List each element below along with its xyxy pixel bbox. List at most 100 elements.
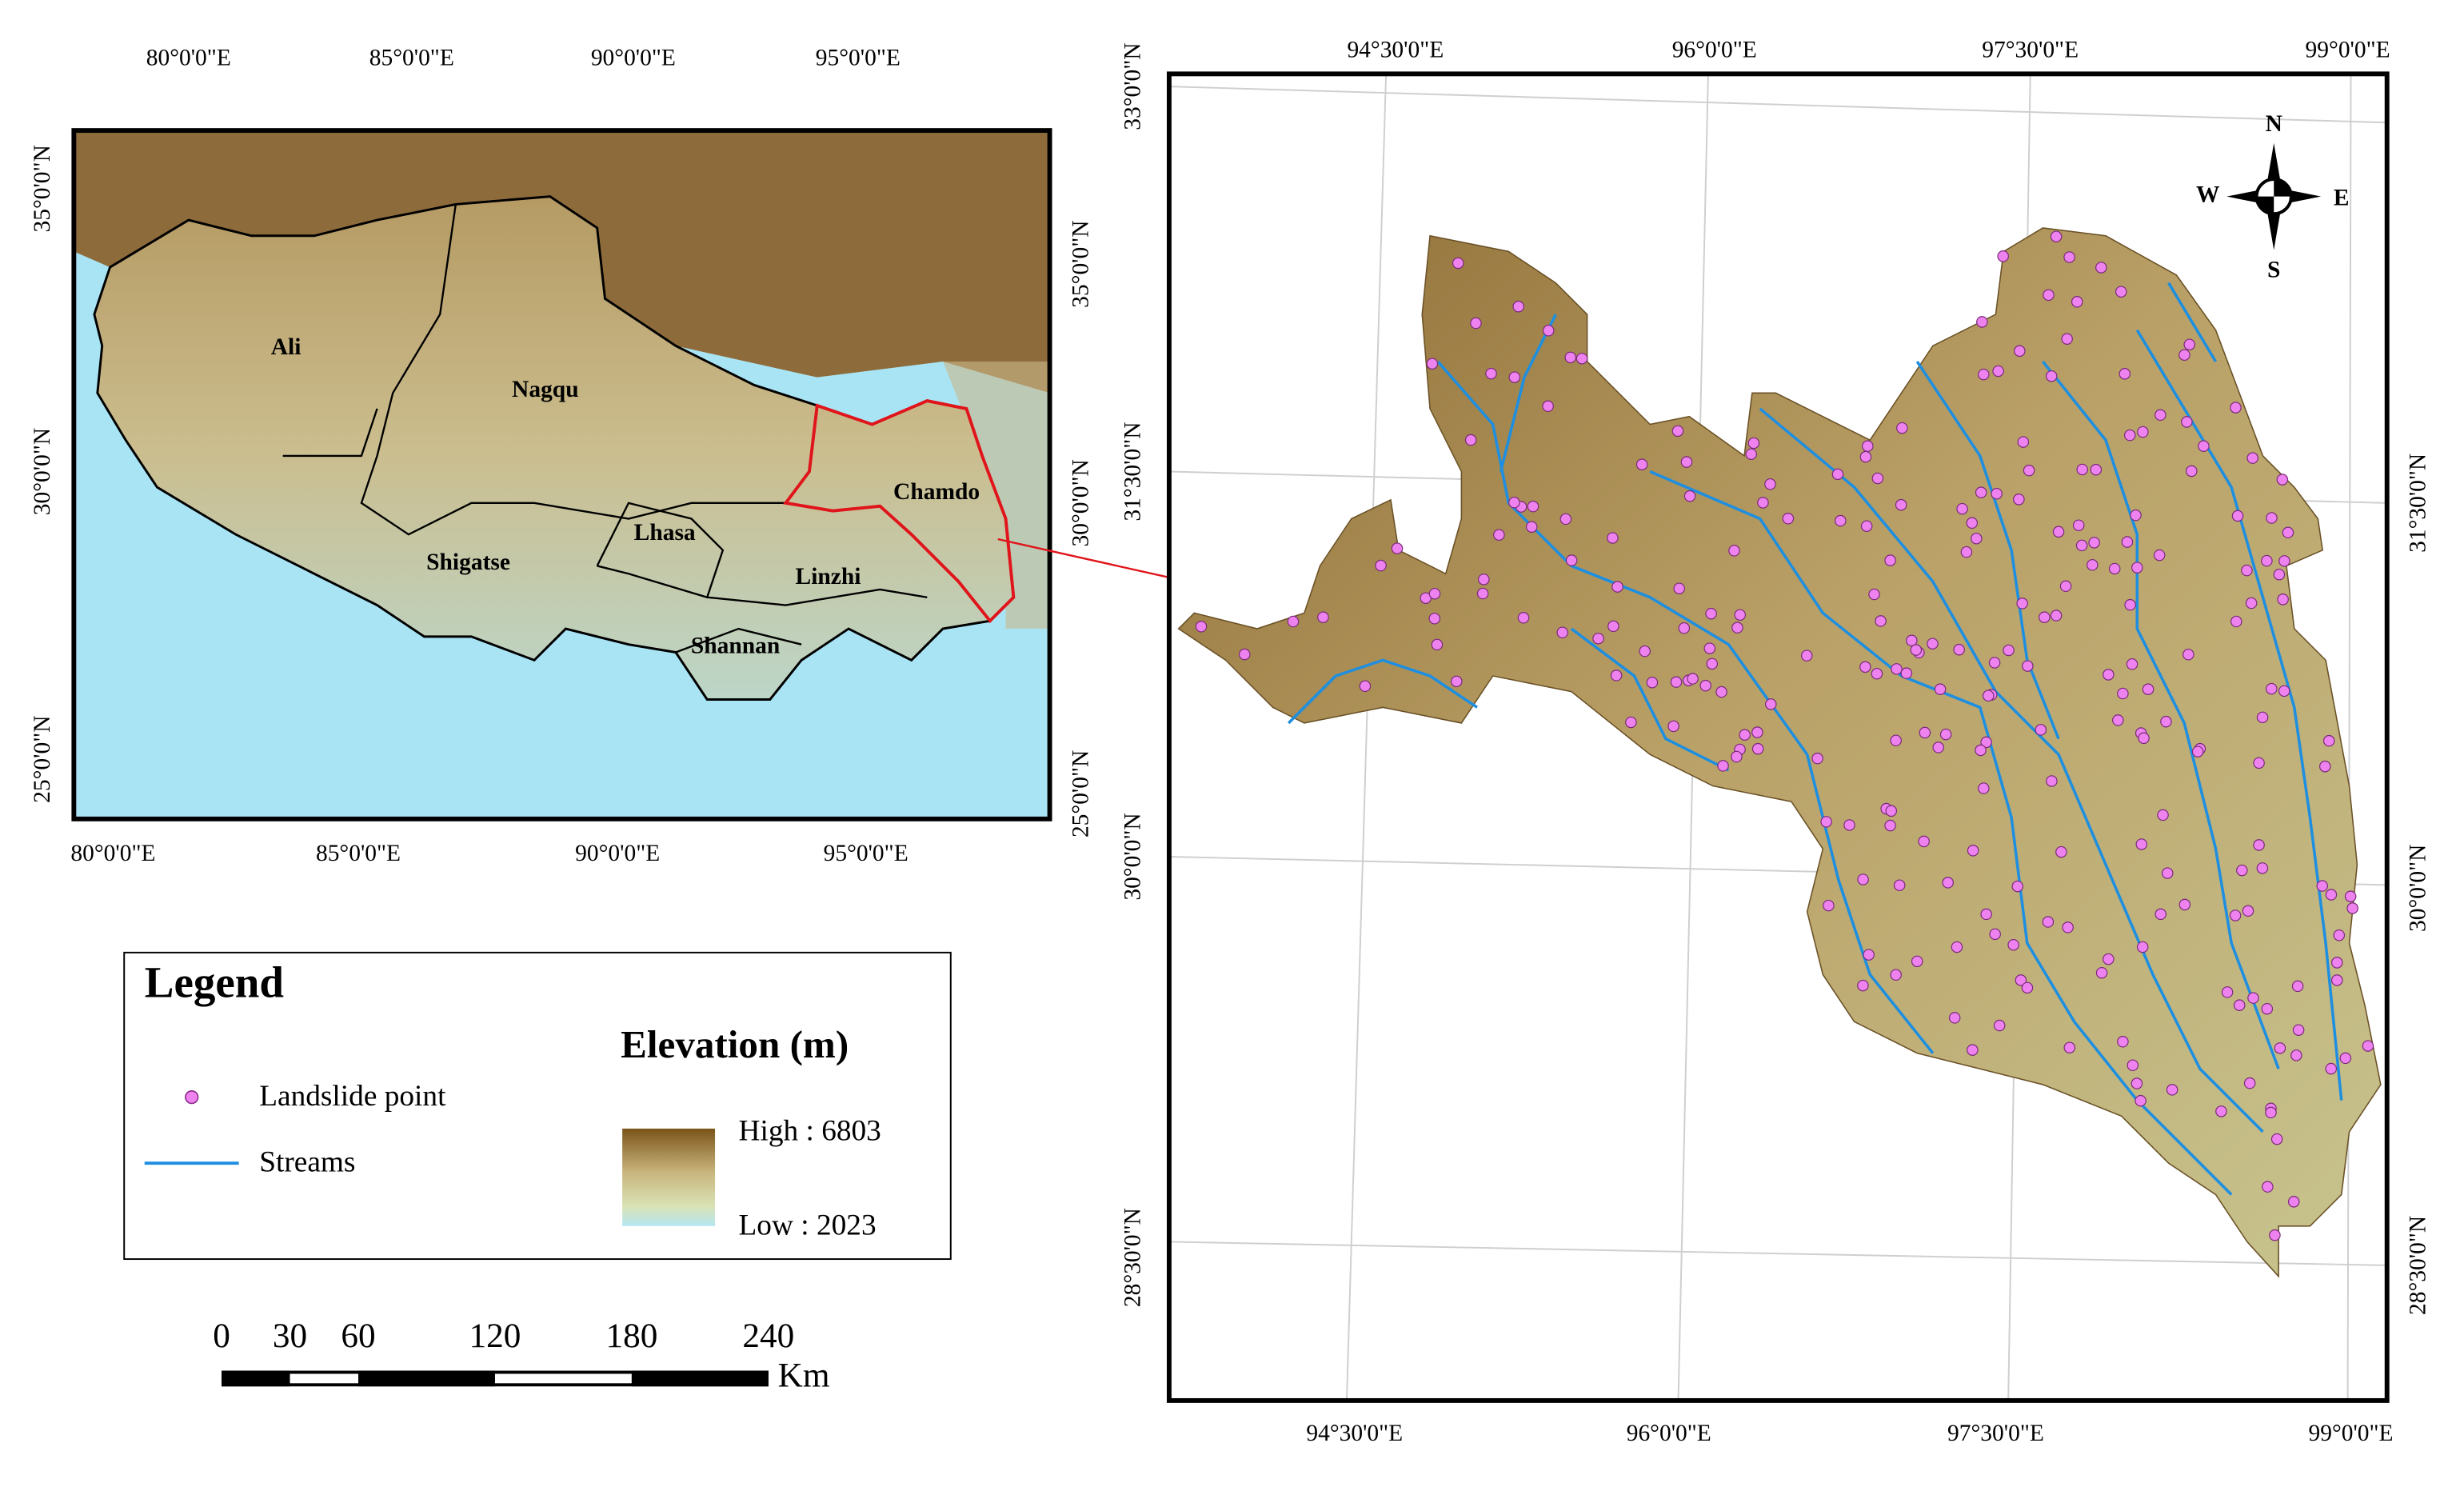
coordinate-label: 85°0'0"E — [316, 841, 401, 866]
region-label: Chamdo — [893, 479, 980, 505]
landslide-point — [2346, 902, 2358, 914]
landslide-point — [2256, 862, 2269, 874]
landslide-point — [1611, 581, 1623, 593]
landslide-point — [1953, 643, 1965, 656]
landslide-point — [1764, 478, 1776, 490]
region-label: Shannan — [691, 633, 780, 658]
landslide-point — [1683, 490, 1696, 502]
landslide-point — [1967, 1044, 1979, 1056]
legend-box — [123, 951, 952, 1261]
landslide-point — [1527, 500, 1540, 513]
landslide-point — [1673, 582, 1685, 595]
landslide-point — [1452, 257, 1464, 270]
landslide-point — [2055, 845, 2067, 858]
landslide-point — [2333, 929, 2346, 941]
landslide-point — [1862, 440, 1874, 452]
landslide-point — [1890, 969, 1902, 981]
landslide-point — [2015, 974, 2027, 986]
landslide-point — [1991, 487, 2003, 500]
landslide-point — [2181, 416, 2193, 428]
landslide-point — [2344, 890, 2357, 902]
landslide-point — [1751, 726, 1763, 738]
landslide-point — [2278, 685, 2290, 698]
landslide-point — [1884, 819, 1896, 832]
landslide-point — [1706, 658, 1719, 670]
landslide-point — [2155, 908, 2167, 921]
landslide-point — [2261, 554, 2273, 567]
landslide-point — [1860, 520, 1873, 532]
coordinate-label: 85°0'0"E — [369, 45, 454, 70]
landslide-point — [2135, 1094, 2147, 1107]
landslide-point — [1464, 434, 1477, 446]
landslide-point — [1542, 324, 1555, 337]
landslide-point — [2330, 957, 2343, 969]
overview-map: Ali Nagqu Chamdo Lhasa Shigatse Linzhi Shannan — [71, 128, 1270, 821]
coordinate-label: 28°30'0"N — [1120, 1208, 1145, 1307]
landslide-point — [1731, 750, 1743, 763]
landslide-point — [1911, 955, 1923, 968]
coordinate-label: 31°30'0"N — [2406, 454, 2431, 553]
compass-w: W — [2196, 182, 2220, 207]
landslide-point — [2061, 333, 2073, 345]
landslide-point — [1811, 752, 1823, 765]
landslide-point — [1493, 529, 1505, 541]
scale-segment — [222, 1370, 290, 1387]
coordinate-label: 95°0'0"E — [816, 45, 901, 70]
landslide-point — [1625, 716, 1637, 729]
legend: Legend Landslide point Streams Elevation… — [123, 951, 952, 1261]
landslide-point — [2131, 1077, 2143, 1089]
landslide-point — [1375, 559, 1387, 572]
landslide-point — [2236, 864, 2248, 877]
landslide-point — [1895, 498, 1907, 511]
compass-s: S — [2267, 258, 2280, 283]
compass-n: N — [2266, 111, 2282, 137]
coordinate-label: 97°30'0"E — [1947, 1421, 2044, 1446]
landslide-point — [2230, 615, 2242, 628]
legend-label: Streams — [259, 1146, 355, 1179]
landslide-point — [2007, 938, 2019, 951]
landslide-point — [1843, 819, 1855, 831]
landslide-point — [1238, 648, 1251, 661]
landslide-point — [2126, 658, 2139, 670]
landslide-point — [2287, 1196, 2300, 1208]
landslide-point — [2155, 409, 2166, 422]
landslide-point — [1951, 941, 1963, 953]
landslide-point — [1900, 667, 1913, 679]
landslide-symbol — [185, 1090, 199, 1105]
streams — [1287, 282, 2343, 1196]
landslide-point — [2276, 474, 2289, 486]
landslide-point — [2050, 230, 2063, 243]
landslide-point — [2166, 1084, 2178, 1096]
landslide-point — [2043, 289, 2055, 302]
landslide-point — [2011, 880, 2024, 893]
landslide-point — [2137, 426, 2149, 438]
landslide-point — [2115, 286, 2127, 298]
landslide-point — [1871, 472, 1884, 485]
landslide-point — [1875, 615, 1887, 627]
landslide-point — [2316, 880, 2329, 892]
landslide-point — [2021, 981, 2034, 994]
landslide-point — [1978, 782, 1990, 794]
landslide-point — [1195, 621, 1208, 633]
landslide-point — [2127, 1059, 2139, 1072]
landslide-point — [1485, 367, 1497, 380]
landslide-point — [2221, 986, 2234, 998]
landslide-point — [1705, 607, 1717, 620]
landslide-point — [1639, 645, 1651, 658]
landslide-point — [2266, 512, 2278, 524]
landslide-point — [2017, 436, 2030, 448]
landslide-point — [1918, 835, 1930, 848]
landslide-point — [2117, 1036, 2129, 1048]
coordinate-label: 30°0'0"N — [30, 428, 55, 515]
coordinate-label: 94°30'0"E — [1347, 38, 1444, 63]
landslide-point — [2071, 296, 2083, 308]
landslide-point — [2362, 1040, 2374, 1052]
scale-segment — [358, 1370, 495, 1387]
landslide-point — [2191, 745, 2204, 757]
landslide-point — [1884, 554, 1896, 566]
scale-label: 240 — [742, 1317, 794, 1355]
landslide-point — [2095, 262, 2107, 274]
landslide-point — [1988, 657, 2001, 669]
landslide-point — [2135, 838, 2148, 850]
landslide-point — [1975, 744, 1987, 757]
